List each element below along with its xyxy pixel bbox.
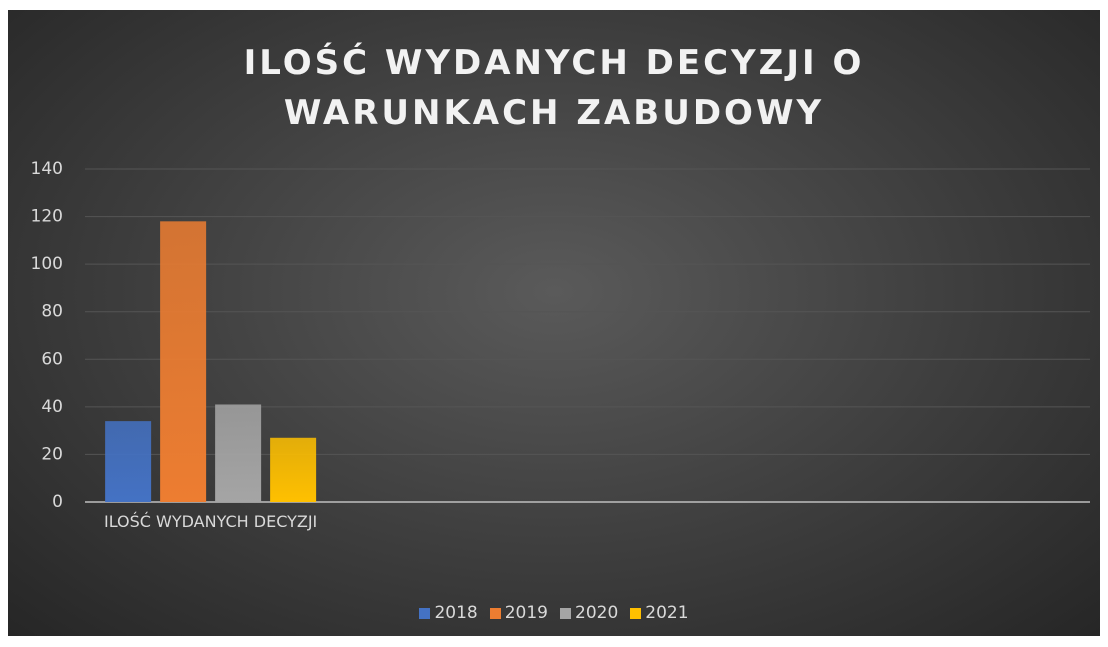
bar [105,421,152,502]
plot: 0 20 40 60 80 100 120 140 [31,159,1090,512]
legend-item: 2019 [489,603,548,623]
chart: 0 20 40 60 80 100 120 140 ILOŚĆ WYDANYCH DECYZJ… [8,10,1100,636]
legend-item: 2018 [419,603,478,623]
y-tick-label: 20 [41,444,63,464]
y-tick-label: 120 [31,207,63,227]
y-tick-label: 40 [41,397,63,417]
legend-label: 2019 [504,603,548,623]
y-tick-label: 100 [31,254,63,274]
legend-swatch [489,607,501,619]
legend-item: 2021 [630,603,689,623]
y-tick-label: 60 [41,349,63,369]
y-tick-label: 140 [31,159,63,179]
y-tick-label: 0 [52,492,63,512]
chart-title: ILOŚĆ WYDANYCH DECYZJI O WARUNKACH ZABUD… [243,43,865,133]
bar [270,437,317,502]
legend-swatch [560,607,571,619]
legend-label: 2020 [575,603,619,623]
legend-label: 2021 [645,603,689,623]
legend: 2018 2019 2020 2021 [8,603,1100,623]
bar [160,221,207,503]
legend-swatch [419,607,431,619]
y-tick-label: 80 [41,302,63,322]
legend-item: 2020 [560,603,618,623]
legend-swatch [630,607,642,619]
x-tick-label: ILOŚĆ WYDANYCH DECYZJI [103,512,318,531]
legend-label: 2018 [434,603,478,623]
bar [215,404,262,502]
